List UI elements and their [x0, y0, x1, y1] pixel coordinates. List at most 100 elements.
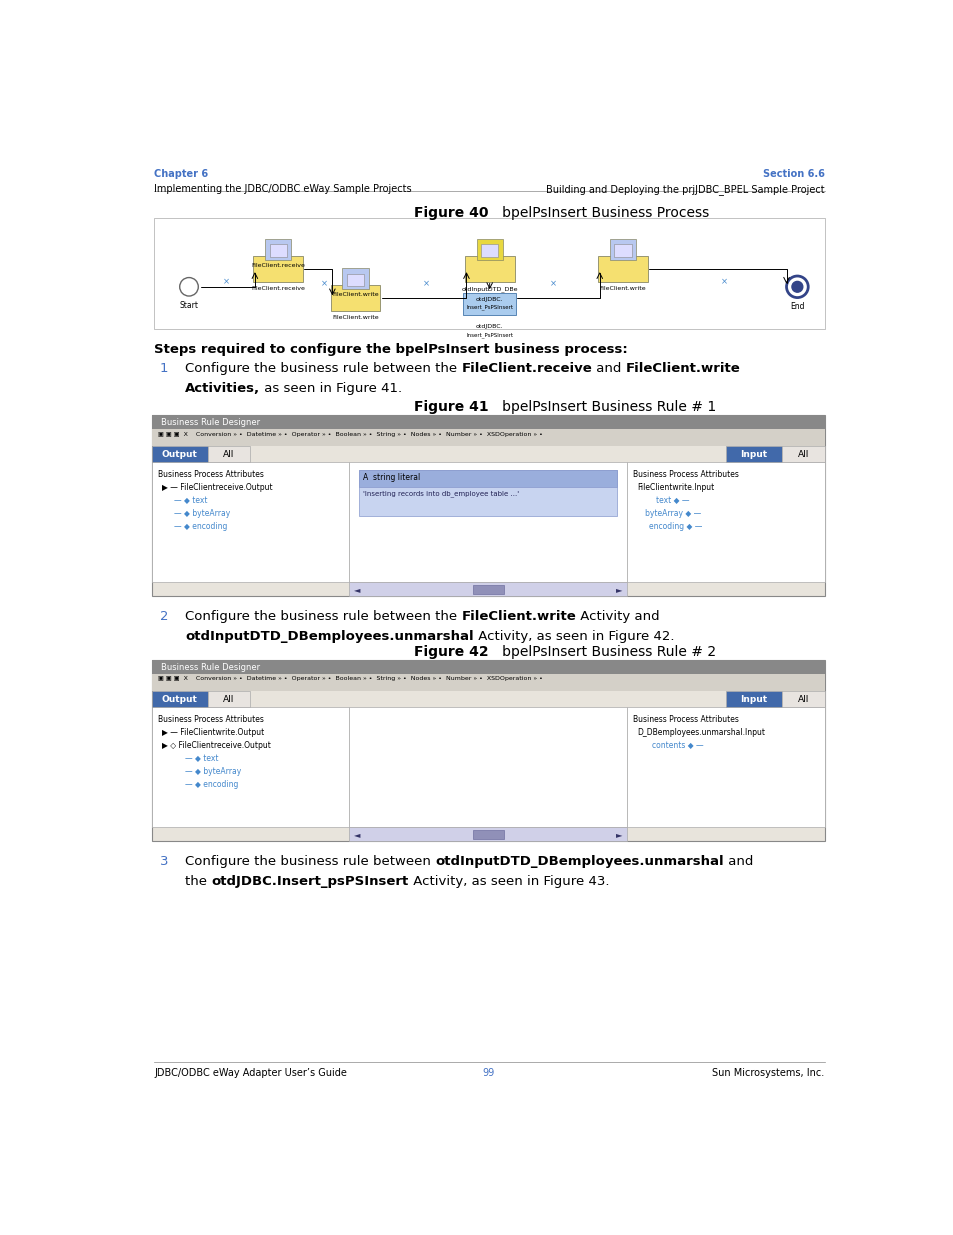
Text: Output: Output [162, 694, 197, 704]
Text: ►: ► [616, 830, 621, 839]
Text: bpelPsInsert Business Rule # 2: bpelPsInsert Business Rule # 2 [488, 645, 716, 658]
Text: Building and Deploying the prjJDBC_BPEL Sample Project: Building and Deploying the prjJDBC_BPEL … [545, 184, 823, 195]
Text: ×: × [223, 278, 230, 287]
Text: All: All [797, 694, 808, 704]
Text: D_DBemployees.unmarshal.Input: D_DBemployees.unmarshal.Input [637, 727, 764, 737]
FancyBboxPatch shape [725, 692, 781, 708]
FancyBboxPatch shape [480, 245, 497, 257]
Text: otdInputDTD_DBe: otdInputDTD_DBe [461, 287, 517, 291]
FancyBboxPatch shape [349, 583, 626, 597]
Text: A  string literal: A string literal [363, 473, 420, 482]
Text: ▶ ◇ FileClientreceive.Output: ▶ ◇ FileClientreceive.Output [162, 741, 271, 750]
FancyBboxPatch shape [270, 245, 286, 257]
FancyBboxPatch shape [598, 256, 647, 282]
Text: ×: × [422, 279, 430, 288]
Text: FileClient.write: FileClient.write [332, 315, 378, 320]
Text: Output: Output [162, 450, 197, 458]
Text: 1: 1 [159, 362, 168, 375]
Text: FileClient.write: FileClient.write [625, 362, 740, 375]
FancyBboxPatch shape [349, 827, 626, 841]
Text: byteArray ◆ —: byteArray ◆ — [644, 509, 700, 519]
Text: Business Process Attributes: Business Process Attributes [633, 471, 739, 479]
FancyBboxPatch shape [476, 240, 502, 259]
FancyBboxPatch shape [626, 462, 823, 583]
Text: encoding ◆ —: encoding ◆ — [648, 522, 701, 531]
Text: Configure the business rule between the: Configure the business rule between the [185, 362, 461, 375]
FancyBboxPatch shape [152, 674, 823, 692]
FancyBboxPatch shape [265, 240, 291, 259]
Text: Activities,: Activities, [185, 383, 260, 395]
Text: Input: Input [740, 694, 767, 704]
Text: — ◆ text: — ◆ text [185, 755, 218, 763]
Text: All: All [223, 694, 234, 704]
FancyBboxPatch shape [781, 446, 823, 462]
Text: Figure 42: Figure 42 [414, 645, 488, 658]
FancyBboxPatch shape [464, 256, 514, 282]
FancyBboxPatch shape [609, 240, 636, 259]
FancyBboxPatch shape [152, 415, 823, 597]
Text: otdJDBC.: otdJDBC. [476, 324, 503, 329]
Text: Activity, as seen in Figure 43.: Activity, as seen in Figure 43. [408, 876, 608, 888]
Text: FileClient.receive: FileClient.receive [251, 263, 305, 268]
Text: Sun Microsystems, Inc.: Sun Microsystems, Inc. [712, 1068, 823, 1078]
Text: and: and [592, 362, 625, 375]
Text: ◄: ◄ [354, 585, 360, 594]
Text: All: All [223, 450, 234, 458]
Text: Activity, as seen in Figure 42.: Activity, as seen in Figure 42. [474, 630, 674, 643]
Text: FileClient.write: FileClient.write [332, 291, 378, 296]
FancyBboxPatch shape [358, 471, 617, 487]
Text: Section 6.6: Section 6.6 [761, 169, 823, 179]
Text: ▣ ▣ ▣  X    Conversion » •  Datetime » •  Operator » •  Boolean » •  String » • : ▣ ▣ ▣ X Conversion » • Datetime » • Oper… [158, 677, 542, 682]
Text: Business Rule Designer: Business Rule Designer [161, 662, 260, 672]
Text: 99: 99 [482, 1068, 495, 1078]
FancyBboxPatch shape [152, 446, 208, 462]
FancyBboxPatch shape [472, 585, 503, 594]
Text: Business Process Attributes: Business Process Attributes [158, 715, 264, 724]
Text: ▣ ▣ ▣  X    Conversion » •  Datetime » •  Operator » •  Boolean » •  String » • : ▣ ▣ ▣ X Conversion » • Datetime » • Oper… [158, 431, 542, 436]
Text: JDBC/ODBC eWay Adapter User’s Guide: JDBC/ODBC eWay Adapter User’s Guide [154, 1068, 347, 1078]
Text: ▶ — FileClientwrite.Output: ▶ — FileClientwrite.Output [162, 727, 264, 737]
Text: Input: Input [740, 450, 767, 458]
Text: otdInputDTD_DBemployees.unmarshal: otdInputDTD_DBemployees.unmarshal [185, 630, 474, 643]
Text: mployees.: mployees. [473, 296, 505, 301]
FancyBboxPatch shape [152, 708, 349, 827]
FancyBboxPatch shape [614, 245, 631, 257]
Text: Activity and: Activity and [576, 610, 659, 624]
FancyBboxPatch shape [358, 471, 617, 516]
Text: FileClient.receive: FileClient.receive [251, 287, 305, 291]
Text: — ◆ encoding: — ◆ encoding [173, 522, 227, 531]
FancyBboxPatch shape [342, 268, 369, 289]
Text: ×: × [321, 279, 328, 288]
FancyBboxPatch shape [781, 692, 823, 708]
FancyBboxPatch shape [152, 692, 208, 708]
Text: bpelPsInsert Business Process: bpelPsInsert Business Process [488, 206, 708, 220]
FancyBboxPatch shape [152, 661, 823, 841]
Text: the: the [185, 876, 212, 888]
Text: 2: 2 [159, 610, 168, 624]
FancyBboxPatch shape [463, 293, 516, 315]
Text: Configure the business rule between: Configure the business rule between [185, 855, 435, 868]
FancyBboxPatch shape [208, 446, 250, 462]
Text: ×: × [549, 279, 557, 288]
Text: unmarshal: unmarshal [473, 305, 506, 310]
FancyBboxPatch shape [725, 446, 781, 462]
Circle shape [785, 275, 807, 298]
Text: End: End [789, 303, 803, 311]
Text: — ◆ byteArray: — ◆ byteArray [185, 767, 241, 777]
Text: FileClient.receive: FileClient.receive [461, 362, 592, 375]
FancyBboxPatch shape [331, 285, 380, 311]
Text: as seen in Figure 41.: as seen in Figure 41. [260, 383, 402, 395]
Text: All: All [797, 450, 808, 458]
Text: otdJDBC.Insert_psPSInsert: otdJDBC.Insert_psPSInsert [212, 876, 408, 888]
Text: text ◆ —: text ◆ — [656, 496, 689, 505]
FancyBboxPatch shape [208, 692, 250, 708]
Text: ◄: ◄ [354, 830, 360, 839]
Text: FileClient.write: FileClient.write [599, 287, 645, 291]
FancyBboxPatch shape [349, 462, 626, 583]
Text: 'Inserting records into db_employee table ...': 'Inserting records into db_employee tabl… [363, 490, 519, 496]
Text: otdInputDTD_DBemployees.unmarshal: otdInputDTD_DBemployees.unmarshal [435, 855, 723, 868]
Text: FileClientwrite.Input: FileClientwrite.Input [637, 483, 714, 493]
Text: and: and [723, 855, 753, 868]
FancyBboxPatch shape [152, 661, 823, 674]
Text: — ◆ encoding: — ◆ encoding [185, 781, 238, 789]
